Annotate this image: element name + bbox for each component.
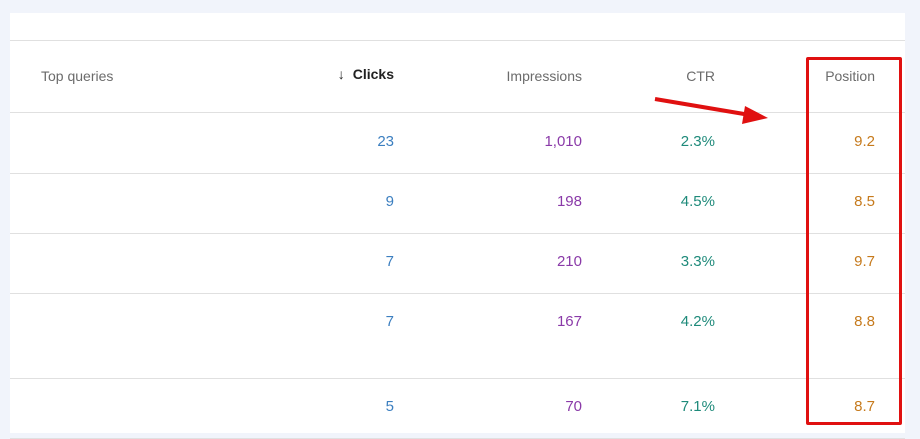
table-row[interactable]: 7 167 4.2% 8.8 [10, 293, 905, 379]
divider [10, 40, 905, 41]
arrow-down-icon: ↓ [337, 66, 345, 82]
cell-position: 8.8 [854, 313, 875, 330]
header-ctr[interactable]: CTR [686, 68, 715, 84]
header-clicks[interactable]: ↓ Clicks [337, 66, 394, 82]
cell-position: 8.5 [854, 193, 875, 210]
cell-impressions: 1,010 [544, 133, 582, 150]
table-row[interactable]: 9 198 4.5% 8.5 [10, 173, 905, 234]
cell-clicks: 23 [377, 133, 394, 150]
cell-impressions: 210 [556, 253, 582, 270]
table-row[interactable]: 5 70 7.1% 8.7 [10, 378, 905, 439]
annotation-arrow-icon [654, 97, 768, 124]
cell-position: 9.7 [854, 253, 875, 270]
header-position[interactable]: Position [825, 68, 875, 84]
cell-ctr: 7.1% [680, 398, 715, 415]
cell-clicks: 7 [385, 313, 394, 330]
cell-impressions: 198 [556, 193, 582, 210]
cell-clicks: 9 [385, 193, 394, 210]
cell-position: 9.2 [854, 133, 875, 150]
queries-card: Top queries ↓ Clicks Impressions CTR Posi… [10, 13, 905, 439]
table-header: Top queries ↓ Clicks Impressions CTR Posi… [10, 40, 905, 113]
table-row[interactable]: 23 1,010 2.3% 9.2 [10, 113, 905, 174]
table-row[interactable]: 7 210 3.3% 9.7 [10, 233, 905, 294]
cell-clicks: 7 [385, 253, 394, 270]
cell-clicks: 5 [385, 398, 394, 415]
cell-position: 8.7 [854, 398, 875, 415]
cell-impressions: 167 [556, 313, 582, 330]
highlight-box [806, 57, 902, 425]
header-top-queries: Top queries [41, 68, 114, 84]
cell-ctr: 4.5% [680, 193, 715, 210]
cell-ctr: 3.3% [680, 253, 715, 270]
header-impressions[interactable]: Impressions [506, 68, 582, 84]
cell-ctr: 2.3% [680, 133, 715, 150]
cell-ctr: 4.2% [680, 313, 715, 330]
cell-impressions: 70 [565, 398, 582, 415]
